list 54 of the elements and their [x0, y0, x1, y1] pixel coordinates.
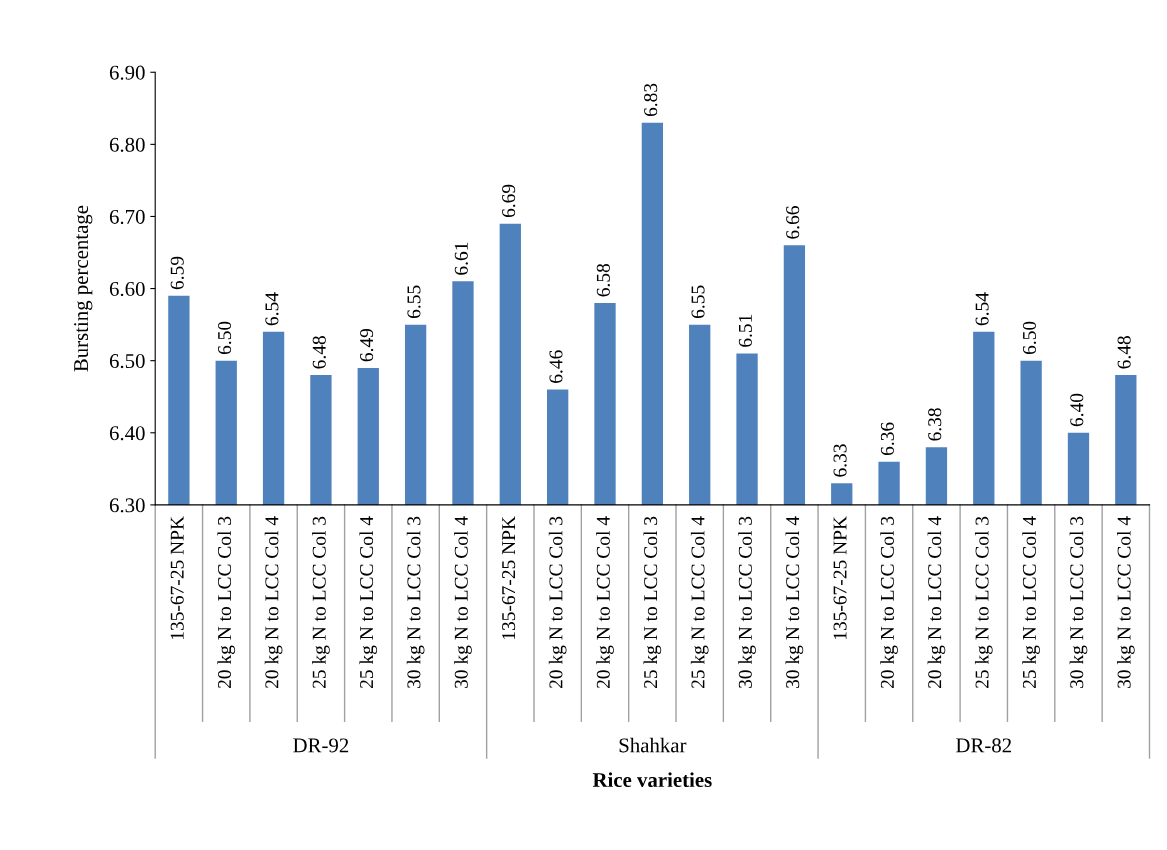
x-tick-label: 20 kg N to LCC Col 3	[880, 516, 898, 689]
data-label: 6.48	[1117, 336, 1131, 369]
x-tick-label: 20 kg N to LCC Col 4	[927, 516, 946, 689]
y-tick-label: 6.90	[109, 65, 145, 80]
y-tick-label: 6.60	[109, 281, 145, 297]
x-axis-title: Rice varieties	[592, 772, 712, 788]
y-tick-label: 6.50	[109, 354, 145, 369]
data-label: 6.48	[312, 336, 326, 369]
x-tick-label: 30 kg N to LCC Col 3	[406, 516, 425, 688]
x-tick-label: 135-67-25 NPK	[502, 516, 516, 640]
text: DR-82	[956, 738, 1011, 753]
x-tick-label: 30 kg N to LCC Col 4	[1116, 516, 1135, 688]
x-tick-label: 30 kg N to LCC Col 3	[1069, 516, 1088, 688]
x-tick-label: 25 kg N to LCC Col 4	[690, 516, 709, 689]
x-tick-label: 20 kg N to LCC Col 3	[548, 516, 567, 689]
x-tick-label: 25 kg N to LCC Col 3	[643, 516, 662, 689]
data-label: 6.54	[265, 292, 279, 326]
x-tick-label: 135-67-25 NPK	[833, 516, 847, 640]
y-tick-label: 6.70	[109, 209, 145, 224]
x-tick-label: 20 kg N to LCC Col 4	[264, 516, 283, 689]
x-tick-label: 20 kg N to LCC Col 4	[596, 516, 614, 689]
x-tick-label: 20 kg N to LCC Col 3	[217, 516, 236, 689]
data-label: 6.40	[1070, 393, 1084, 427]
data-label: 6.69	[502, 184, 516, 218]
x-tick-label: 25 kg N to LCC Col 4	[359, 516, 378, 689]
data-label: 6.50	[217, 321, 232, 355]
data-label: 6.55	[407, 285, 421, 319]
x-tick-label: 25 kg N to LCC Col 4	[1022, 516, 1040, 689]
data-label: 6.51	[738, 314, 752, 347]
y-tick-label: 6.80	[109, 137, 145, 152]
y-axis-title: Bursting percentage	[74, 205, 93, 372]
x-tick-label: 25 kg N to LCC Col 3	[974, 516, 993, 689]
data-label: 6.55	[691, 285, 705, 319]
data-label: 6.36	[880, 422, 895, 456]
x-tick-label: 135-67-25 NPK	[170, 516, 184, 640]
x-tick-label: 25 kg N to LCC Col 3	[312, 516, 330, 689]
data-label: 6.50	[1022, 321, 1037, 355]
data-label: 6.54	[975, 292, 989, 326]
data-label: 6.33	[833, 444, 847, 477]
data-label: 6.38	[928, 408, 942, 441]
x-tick-label: 30 kg N to LCC Col 4	[454, 516, 472, 688]
data-label: 6.58	[596, 263, 610, 297]
data-label: 6.61	[454, 242, 468, 275]
data-label: 6.46	[549, 350, 563, 383]
text: Shahkar	[619, 737, 687, 753]
text: DR-92	[293, 738, 349, 753]
data-label: 6.83	[644, 83, 658, 117]
y-tick-label: 6.30	[109, 498, 145, 513]
data-label: 6.66	[786, 206, 800, 239]
data-label: 6.49	[360, 328, 374, 362]
x-tick-label: 30 kg N to LCC Col 3	[738, 516, 756, 688]
y-tick-label: 6.40	[109, 426, 145, 441]
data-label: 6.59	[170, 256, 184, 290]
x-tick-label: 30 kg N to LCC Col 4	[785, 516, 804, 688]
